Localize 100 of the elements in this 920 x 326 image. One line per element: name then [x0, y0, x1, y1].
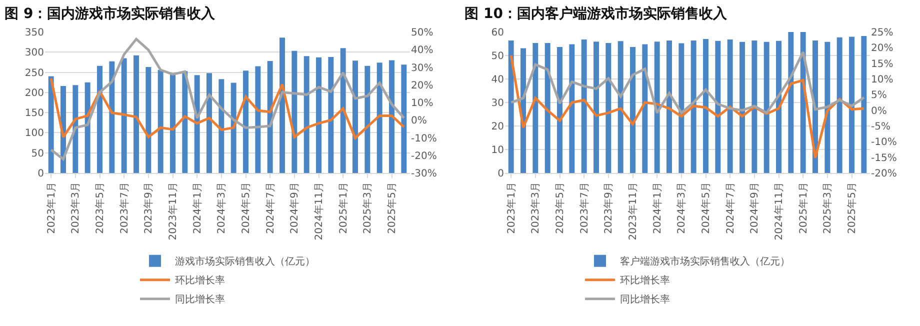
- x-tick-label: 2023年5月: [94, 182, 106, 234]
- y2-tick-label: 40%: [411, 45, 434, 56]
- bar: [158, 70, 164, 173]
- y2-tick-label: -5%: [871, 122, 890, 132]
- x-tick-label: 2025年1月: [797, 182, 810, 234]
- line-series: [50, 77, 406, 140]
- y-tick-label: 150: [24, 108, 44, 120]
- y2-tick-label: 20%: [411, 80, 434, 92]
- x-tick-label: 2024年11月: [313, 182, 325, 240]
- bar: [764, 42, 770, 173]
- bar: [121, 58, 127, 173]
- x-tick-label: 2024年5月: [240, 182, 252, 234]
- line-series: [510, 50, 866, 114]
- bar: [861, 36, 867, 173]
- bar: [508, 40, 514, 173]
- x-tick-label: 2025年3月: [362, 182, 374, 234]
- bar: [788, 32, 794, 173]
- y2-tick-label: 30%: [411, 62, 434, 74]
- legend-label: 环比增长率: [620, 274, 670, 287]
- bar: [364, 66, 370, 173]
- legend-label: 游戏市场实际销售收入（亿元）: [175, 256, 315, 268]
- y2-tick-label: 20%: [871, 43, 894, 54]
- bar: [594, 42, 599, 173]
- bar: [401, 64, 407, 173]
- bar: [72, 85, 78, 173]
- bar: [544, 43, 550, 173]
- bar: [352, 60, 358, 173]
- bar: [654, 42, 660, 173]
- x-tick-label: 2023年9月: [602, 182, 615, 234]
- x-tick-label: 2023年1月: [505, 182, 518, 234]
- y2-tick-label: 25%: [871, 28, 894, 38]
- bar: [328, 56, 334, 173]
- x-tick-label: 2023年3月: [70, 182, 82, 234]
- bar: [206, 73, 212, 173]
- x-tick-label: 2024年7月: [264, 182, 276, 234]
- x-tick-label: 2023年7月: [118, 182, 130, 234]
- y-tick-label: 10: [491, 145, 504, 156]
- x-tick-label: 2024年7月: [724, 182, 736, 234]
- bar: [292, 50, 298, 173]
- bar: [48, 76, 54, 173]
- bar: [836, 37, 842, 173]
- bar: [218, 79, 224, 173]
- y2-tick-label: -10%: [871, 137, 897, 148]
- x-tick-label: 2025年5月: [846, 182, 858, 234]
- bar: [170, 74, 176, 173]
- x-tick-label: 2024年9月: [288, 182, 301, 234]
- x-tick-label: 2023年7月: [578, 182, 590, 234]
- y-tick-label: 30: [491, 98, 504, 109]
- y-tick-label: 0: [38, 168, 44, 180]
- bar: [703, 39, 708, 173]
- y2-tick-label: 0%: [871, 106, 887, 117]
- y2-tick-label: 15%: [871, 58, 894, 70]
- bar: [715, 40, 721, 173]
- y-tick-label: 0: [498, 168, 504, 180]
- y2-tick-label: -10%: [411, 133, 437, 144]
- y2-tick-label: 10%: [871, 74, 894, 86]
- y-tick-label: 200: [24, 88, 44, 99]
- y2-tick-label: -20%: [871, 168, 897, 180]
- bar: [752, 40, 758, 173]
- bar: [642, 44, 648, 173]
- x-tick-label: 2024年1月: [651, 182, 664, 234]
- bar: [182, 71, 188, 173]
- x-tick-label: 2024年11月: [773, 182, 785, 240]
- bar: [740, 42, 745, 173]
- bar: [727, 40, 733, 173]
- line-series: [510, 54, 866, 159]
- y2-tick-label: 5%: [871, 90, 887, 102]
- bar: [666, 40, 672, 173]
- x-tick-label: 2023年11月: [167, 182, 179, 240]
- x-tick-label: 2025年5月: [386, 182, 398, 234]
- legend-label: 环比增长率: [175, 274, 225, 287]
- bar: [581, 40, 587, 173]
- y-tick-label: 20: [491, 122, 504, 132]
- y-tick-label: 50: [491, 51, 504, 62]
- chart-title: 图 10：国内客户端游戏市场实际销售收入: [464, 4, 728, 22]
- legend-label: 客户端游戏市场实际销售收入（亿元）: [620, 256, 790, 268]
- bar: [389, 60, 394, 173]
- x-tick-label: 2024年3月: [676, 182, 688, 234]
- bar: [280, 38, 285, 173]
- x-tick-label: 2024年9月: [748, 182, 761, 234]
- y2-tick-label: -15%: [871, 152, 897, 164]
- line-series: [50, 38, 406, 160]
- x-tick-label: 2025年3月: [822, 182, 834, 234]
- x-tick-label: 2023年3月: [530, 182, 542, 234]
- bar: [97, 66, 102, 173]
- bar: [304, 56, 310, 173]
- bar: [776, 40, 782, 173]
- bar: [557, 47, 562, 173]
- bar: [678, 43, 684, 173]
- bar: [824, 42, 830, 173]
- bar: [243, 70, 248, 173]
- bar: [316, 57, 322, 173]
- y-tick-label: 250: [24, 68, 44, 79]
- x-tick-label: 2024年3月: [216, 182, 228, 234]
- bar: [849, 36, 854, 173]
- y2-tick-label: -20%: [411, 150, 437, 162]
- bar: [532, 43, 538, 173]
- y-tick-label: 100: [24, 128, 44, 140]
- x-tick-label: 2024年5月: [700, 182, 712, 234]
- bar: [618, 41, 624, 173]
